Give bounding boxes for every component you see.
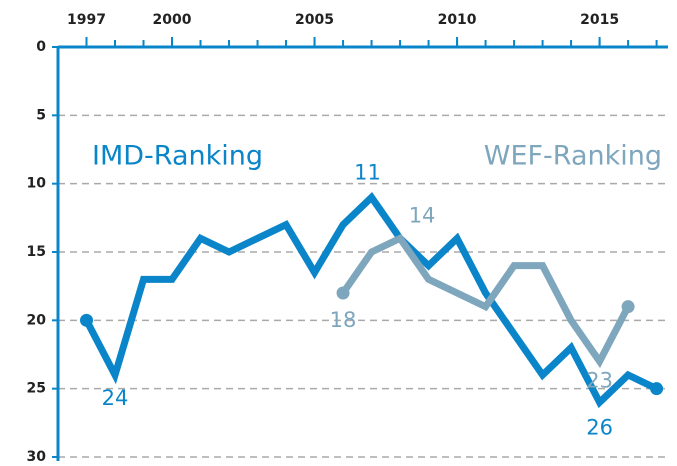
end-point xyxy=(621,300,635,314)
series-line xyxy=(83,191,659,409)
y-tick-label: 25 xyxy=(27,381,46,397)
y-tick-label: 10 xyxy=(27,176,47,192)
y-tick-label: 5 xyxy=(36,107,46,123)
data-label: 11 xyxy=(354,160,381,184)
x-tick-label: 1997 xyxy=(67,12,106,28)
end-point xyxy=(80,313,94,327)
series-name: IMD-Ranking xyxy=(92,141,263,172)
y-tick-label: 15 xyxy=(27,244,46,260)
data-label: 24 xyxy=(102,386,129,410)
data-label: 26 xyxy=(586,415,613,439)
data-label: 18 xyxy=(330,308,357,332)
y-tick-label: 20 xyxy=(27,312,47,328)
series-name: WEF-Ranking xyxy=(484,141,662,172)
data-label: 14 xyxy=(409,203,436,227)
end-point xyxy=(336,286,350,300)
x-tick-label: 2010 xyxy=(438,12,477,28)
end-point xyxy=(650,382,664,396)
data-label: 23 xyxy=(586,368,613,392)
x-tick-label: 2015 xyxy=(580,12,619,28)
x-tick-label: 2000 xyxy=(153,12,192,28)
y-tick-label: 30 xyxy=(27,449,47,465)
y-tick-label: 0 xyxy=(36,39,46,55)
x-tick-label: 2005 xyxy=(295,12,334,28)
series-line xyxy=(340,233,632,369)
